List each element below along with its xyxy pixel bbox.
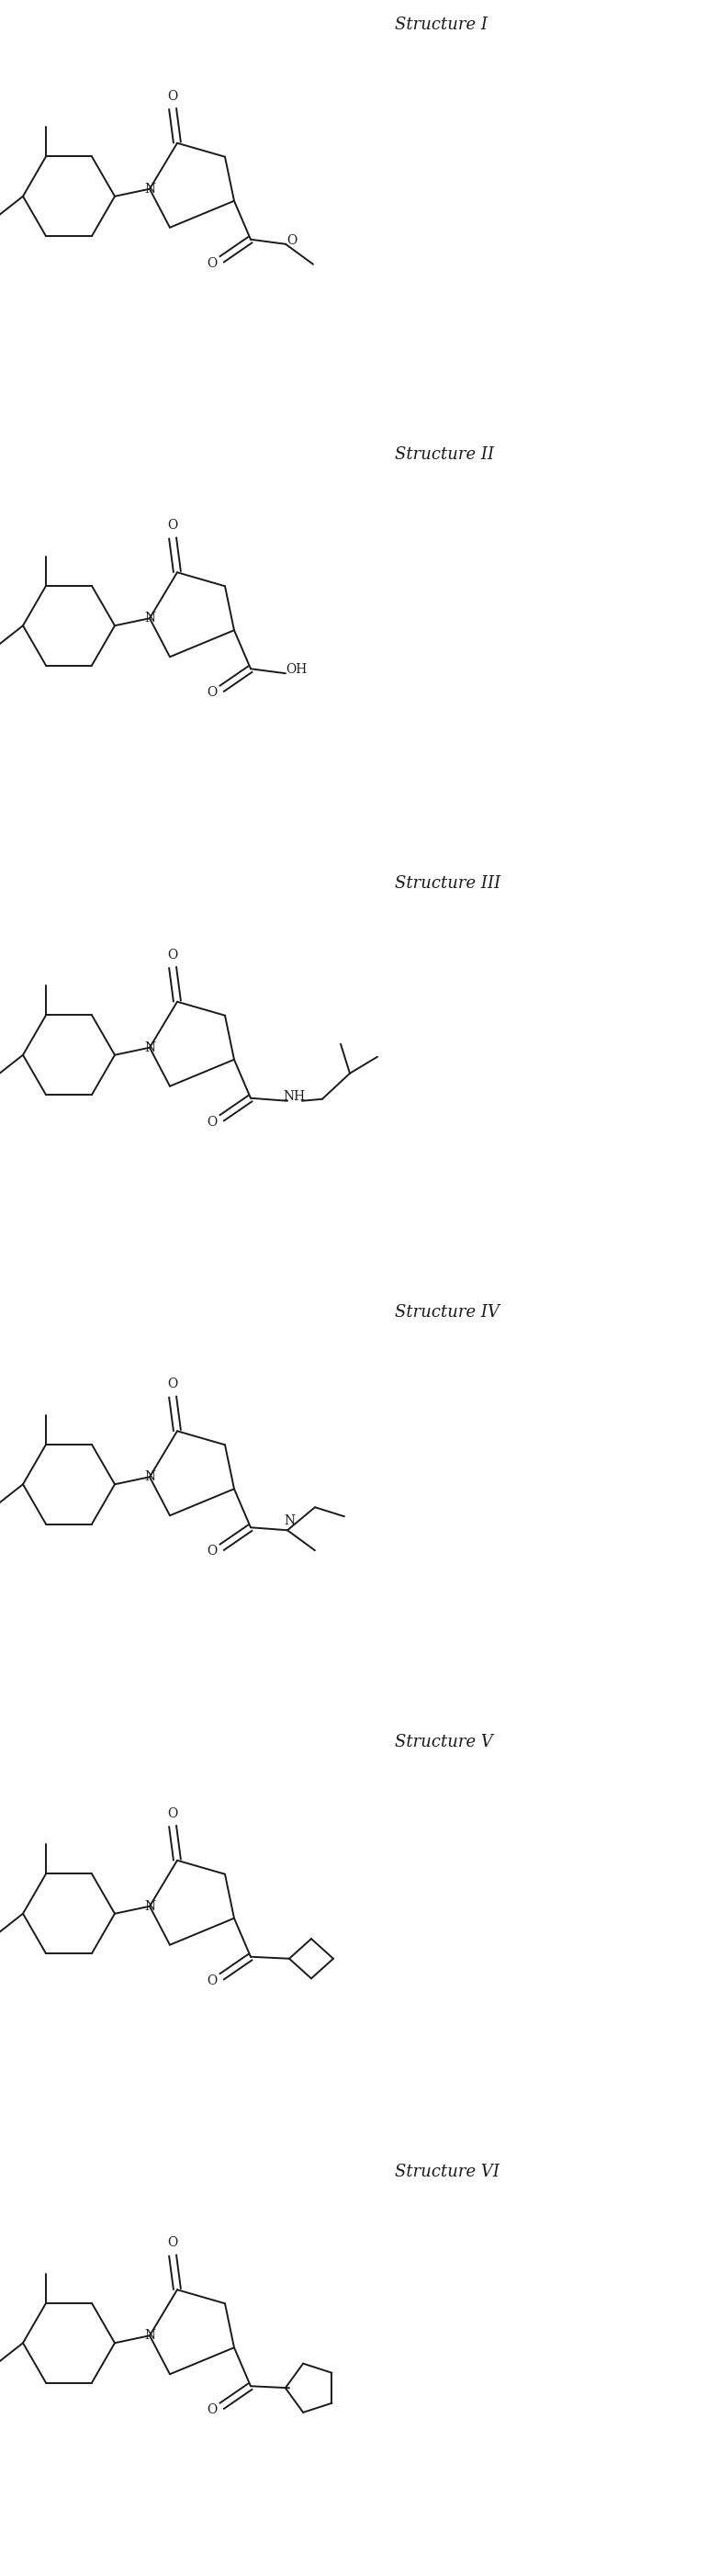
Text: O: O <box>207 1115 217 1128</box>
Text: N: N <box>144 1471 156 1484</box>
Text: Structure VI: Structure VI <box>395 2164 499 2179</box>
Text: N: N <box>144 1041 156 1054</box>
Text: O: O <box>207 1546 217 1558</box>
Text: N: N <box>144 2329 156 2342</box>
Text: OH: OH <box>286 662 308 675</box>
Text: O: O <box>207 1973 217 1986</box>
Text: O: O <box>168 520 177 533</box>
Text: O: O <box>207 258 217 270</box>
Text: O: O <box>207 2403 217 2416</box>
Text: Structure IV: Structure IV <box>395 1303 499 1321</box>
Text: O: O <box>168 2236 177 2249</box>
Text: Structure V: Structure V <box>395 1734 493 1752</box>
Text: Structure I: Structure I <box>395 15 488 33</box>
Text: O: O <box>168 948 177 961</box>
Text: N: N <box>144 613 156 626</box>
Text: Structure III: Structure III <box>395 876 501 891</box>
Text: N: N <box>144 183 156 196</box>
Text: O: O <box>207 685 217 698</box>
Text: NH: NH <box>283 1090 305 1103</box>
Text: O: O <box>287 234 297 247</box>
Text: O: O <box>168 90 177 103</box>
Text: Structure II: Structure II <box>395 446 494 464</box>
Text: N: N <box>284 1515 295 1528</box>
Text: O: O <box>168 1378 177 1391</box>
Text: O: O <box>168 1808 177 1821</box>
Text: N: N <box>144 1901 156 1914</box>
